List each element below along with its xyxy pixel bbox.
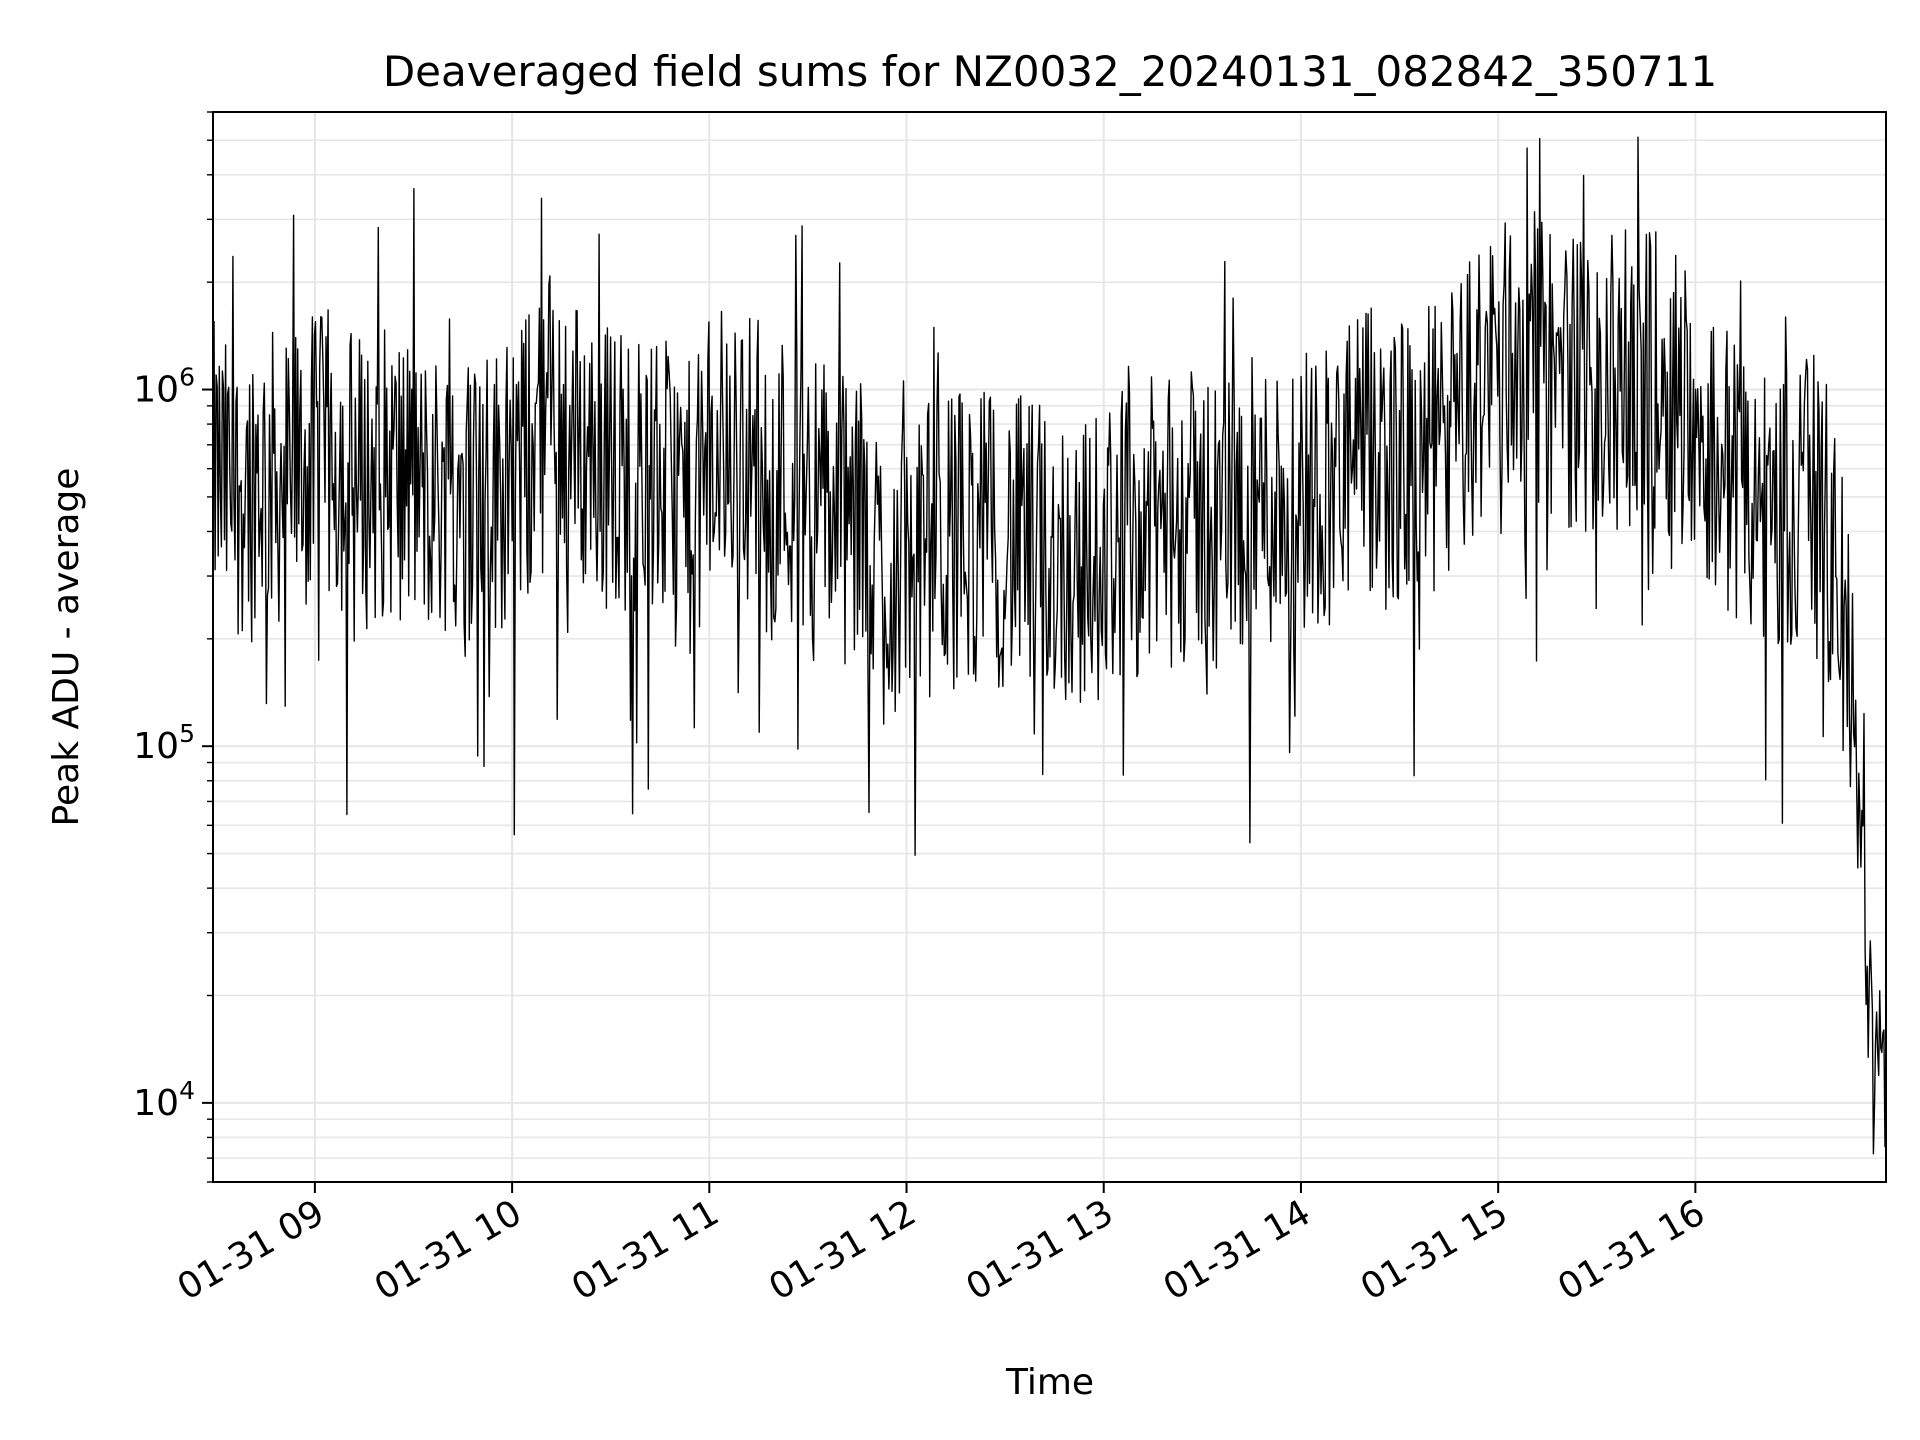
chart-title: Deaveraged field sums for NZ0032_2024013… [383,47,1717,96]
y-axis-label: Peak ADU - average [46,468,87,827]
y-tick-label: 105 [133,719,195,767]
x-tick-label: 01-31 11 [565,1192,726,1308]
y-axis: 104 105 106 [133,111,213,1183]
plot-frame [212,111,1887,1183]
series-line [212,136,1887,1155]
x-tick-label: 01-31 09 [171,1192,332,1308]
y-tick-label: 106 [133,363,195,411]
x-tick-label: 01-31 15 [1354,1192,1515,1308]
major-grid [213,112,1886,1182]
x-tick-label: 01-31 12 [762,1192,923,1308]
x-axis: 01-31 09 01-31 10 01-31 11 01-31 12 01-31 13… [171,1182,1712,1309]
x-axis-label: Time [1005,1362,1094,1403]
x-tick-label: 01-31 10 [368,1192,529,1308]
y-tick-label: 104 [133,1076,195,1124]
x-tick-label: 01-31 13 [960,1192,1121,1308]
x-tick-label: 01-31 14 [1157,1192,1318,1308]
x-tick-label: 01-31 16 [1551,1192,1712,1308]
